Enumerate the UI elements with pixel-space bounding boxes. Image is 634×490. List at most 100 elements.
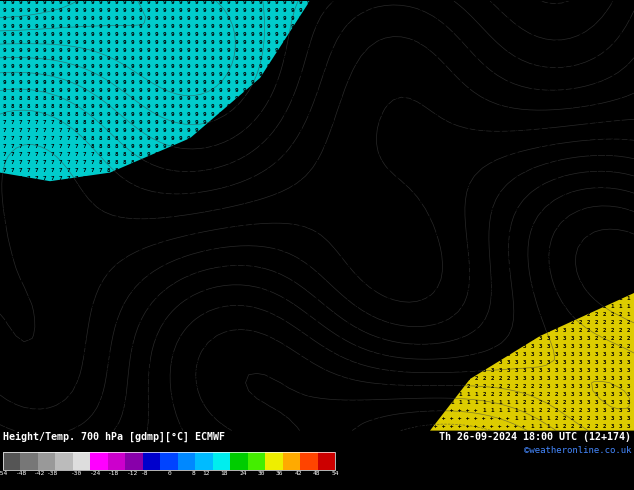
Text: 8: 8 [298, 104, 302, 109]
Text: 7: 7 [314, 200, 318, 205]
Text: 9: 9 [234, 136, 238, 141]
Text: 2: 2 [282, 352, 286, 357]
Text: 7: 7 [242, 200, 246, 205]
Text: 6: 6 [410, 208, 414, 213]
Text: 4: 4 [514, 256, 518, 261]
Text: 1: 1 [618, 280, 622, 285]
Text: 7: 7 [58, 256, 61, 261]
Text: 4: 4 [530, 192, 534, 197]
Text: 5: 5 [322, 280, 326, 285]
Text: 6: 6 [426, 104, 430, 109]
Text: 2: 2 [618, 344, 622, 349]
Text: 4: 4 [514, 264, 518, 269]
Text: 7: 7 [10, 216, 14, 221]
Text: 6: 6 [538, 136, 541, 141]
Text: 3: 3 [626, 384, 630, 389]
Text: 9: 9 [138, 112, 142, 117]
Text: 4: 4 [554, 176, 558, 181]
Text: 2: 2 [346, 384, 350, 389]
Text: 3: 3 [202, 320, 206, 325]
Text: 2: 2 [258, 352, 262, 357]
Text: 1: 1 [282, 400, 286, 405]
Text: 9: 9 [171, 128, 174, 133]
Text: 5: 5 [474, 168, 478, 173]
Text: 8: 8 [458, 32, 462, 37]
Text: 2: 2 [554, 272, 558, 277]
Text: 5: 5 [339, 296, 342, 301]
Text: 8: 8 [266, 168, 269, 173]
Text: 2: 2 [290, 344, 294, 349]
Text: 5: 5 [474, 280, 478, 285]
Text: 3: 3 [538, 224, 541, 229]
Text: 4: 4 [514, 184, 518, 189]
Text: 3: 3 [282, 304, 286, 309]
Text: 5: 5 [490, 288, 494, 293]
Text: 6: 6 [394, 200, 398, 205]
Text: 3: 3 [578, 336, 582, 341]
Text: 9: 9 [330, 0, 333, 5]
Text: 5: 5 [114, 368, 118, 373]
Text: 4: 4 [346, 328, 350, 333]
Text: 8: 8 [322, 88, 326, 93]
Text: 5: 5 [426, 336, 430, 341]
Text: 4: 4 [138, 392, 142, 397]
Text: 4: 4 [362, 344, 366, 349]
Text: 6: 6 [434, 272, 437, 277]
Text: 3: 3 [530, 312, 534, 317]
Text: 7: 7 [322, 144, 326, 149]
Text: 5: 5 [66, 424, 70, 429]
Text: 2: 2 [530, 400, 534, 405]
Text: +: + [418, 416, 422, 421]
Text: 6: 6 [443, 104, 446, 109]
Text: 6: 6 [146, 264, 150, 269]
Text: 9: 9 [226, 88, 230, 93]
Text: 2: 2 [258, 336, 262, 341]
Text: 9: 9 [178, 0, 182, 5]
Text: 3: 3 [171, 416, 174, 421]
Text: 5: 5 [130, 312, 134, 317]
Text: 5: 5 [130, 296, 134, 301]
Text: 6: 6 [378, 104, 382, 109]
Text: 8: 8 [290, 128, 294, 133]
Text: 7: 7 [346, 64, 350, 69]
Text: 1: 1 [298, 416, 302, 421]
Text: 9: 9 [275, 128, 278, 133]
Text: 2: 2 [547, 240, 550, 245]
Text: 6: 6 [314, 224, 318, 229]
Text: 7: 7 [266, 176, 269, 181]
Text: 6: 6 [354, 256, 358, 261]
Text: 9: 9 [202, 48, 206, 53]
Text: 7: 7 [26, 256, 30, 261]
Text: 9: 9 [226, 120, 230, 125]
Text: 7: 7 [10, 328, 14, 333]
Text: 8: 8 [554, 88, 558, 93]
Text: 5: 5 [314, 264, 318, 269]
Text: 2: 2 [562, 216, 566, 221]
Text: 9: 9 [490, 8, 494, 13]
Text: 4: 4 [554, 160, 558, 165]
Text: 4: 4 [514, 208, 518, 213]
Text: 7: 7 [402, 8, 406, 13]
Text: 1: 1 [346, 400, 350, 405]
Bar [126, 452, 143, 470]
Text: 9: 9 [298, 48, 302, 53]
Text: 3: 3 [530, 344, 534, 349]
Text: 3: 3 [466, 368, 470, 373]
Text: 2: 2 [570, 408, 574, 413]
Text: 8: 8 [514, 64, 518, 69]
Text: 7: 7 [538, 104, 541, 109]
Text: 3: 3 [547, 288, 550, 293]
Text: 4: 4 [138, 384, 142, 389]
Text: 7: 7 [10, 192, 14, 197]
Text: 6: 6 [378, 112, 382, 117]
Text: 5: 5 [450, 336, 454, 341]
Text: 3: 3 [458, 360, 462, 365]
Text: 3: 3 [570, 376, 574, 381]
Text: 7: 7 [498, 96, 501, 101]
Text: 3: 3 [218, 312, 222, 317]
Text: 6: 6 [154, 240, 158, 245]
Text: 6: 6 [578, 112, 582, 117]
Text: 4: 4 [154, 352, 158, 357]
Text: 7: 7 [42, 352, 46, 357]
Text: 8: 8 [282, 128, 286, 133]
